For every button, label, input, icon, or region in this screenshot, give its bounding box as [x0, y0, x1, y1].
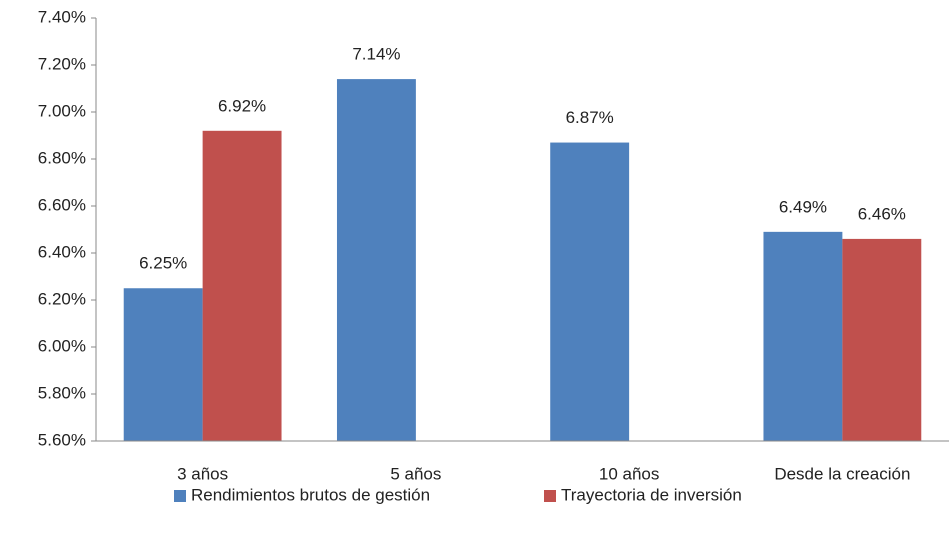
legend-label: Trayectoria de inversión — [561, 485, 742, 504]
bar — [763, 231, 843, 441]
x-tick-label: 3 años — [177, 464, 228, 483]
y-tick-label: 7.20% — [38, 54, 86, 73]
y-tick-label: 6.20% — [38, 289, 86, 308]
x-tick-label: Desde la creación — [774, 464, 910, 483]
data-label: 7.14% — [352, 45, 400, 64]
y-tick-label: 6.00% — [38, 336, 86, 355]
y-tick-label: 7.00% — [38, 101, 86, 120]
data-label: 6.87% — [566, 108, 614, 127]
data-label: 6.49% — [779, 197, 827, 216]
bar — [123, 288, 203, 441]
legend-swatch — [544, 490, 556, 502]
y-tick-label: 5.60% — [38, 430, 86, 449]
x-tick-label: 5 años — [390, 464, 441, 483]
y-tick-label: 6.80% — [38, 148, 86, 167]
data-label: 6.25% — [139, 254, 187, 273]
bar — [842, 238, 922, 441]
bar — [336, 79, 416, 441]
y-tick-label: 5.80% — [38, 383, 86, 402]
bar — [202, 130, 282, 442]
y-tick-label: 7.40% — [38, 7, 86, 26]
bar — [550, 142, 630, 442]
y-tick-label: 6.40% — [38, 242, 86, 261]
legend-swatch — [174, 490, 186, 502]
data-label: 6.92% — [218, 96, 266, 115]
y-tick-label: 6.60% — [38, 195, 86, 214]
legend-label: Rendimientos brutos de gestión — [191, 485, 430, 504]
x-tick-label: 10 años — [599, 464, 660, 483]
data-label: 6.46% — [858, 204, 906, 223]
